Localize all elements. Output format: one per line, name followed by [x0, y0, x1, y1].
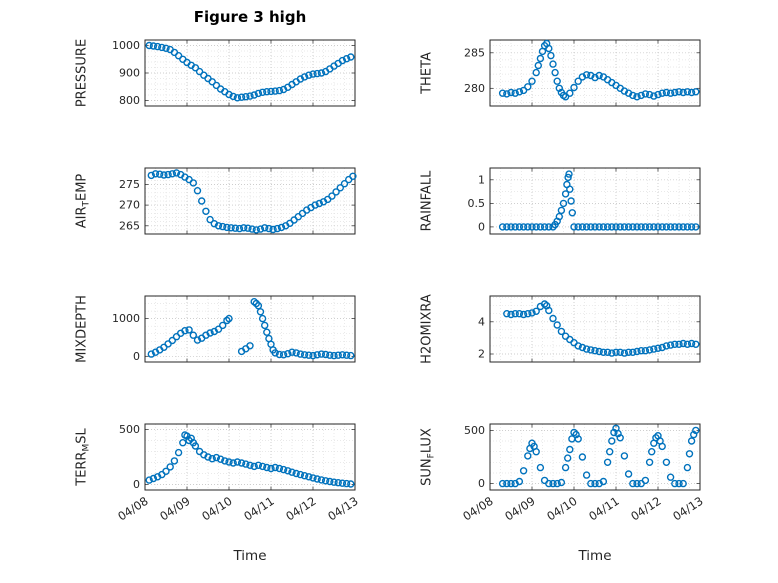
svg-text:285: 285 — [464, 46, 485, 59]
svg-text:04/08: 04/08 — [460, 494, 495, 524]
ylabel-terrmsl: TERRMSL — [74, 428, 92, 486]
svg-text:0: 0 — [478, 220, 485, 233]
svg-text:265: 265 — [119, 219, 140, 232]
svg-text:1000: 1000 — [112, 312, 140, 325]
svg-text:04/13: 04/13 — [325, 494, 360, 524]
pressure-plot: 800 900 1000 — [112, 39, 356, 107]
svg-text:04/08: 04/08 — [115, 494, 150, 524]
svg-text:500: 500 — [119, 423, 140, 436]
svg-text:04/12: 04/12 — [628, 494, 663, 524]
subplot-rainfall: RAINFALL 0 0.5 1 — [420, 167, 701, 235]
svg-text:04/10: 04/10 — [544, 494, 579, 524]
subplot-terrmsl: TERRMSL 0 500 04/08 04/09 04/10 04/11 04/12 04/… — [75, 423, 361, 524]
rainfall-plot: 00.51 — [468, 167, 701, 235]
xlabel-time-right: Time — [578, 548, 612, 564]
svg-text:0: 0 — [133, 350, 140, 363]
sunflux-plot: 0 500 04/08 04/09 04/10 04/11 04/12 04/13 — [460, 423, 706, 524]
ylabel-h2omixra: H2OMIXRA — [419, 294, 435, 364]
svg-text:04/09: 04/09 — [157, 494, 192, 524]
ylabel-pressure: PRESSURE — [74, 38, 90, 108]
figure-title: Figure 3 high — [193, 8, 307, 26]
svg-text:04/12: 04/12 — [283, 494, 318, 524]
svg-text:1000: 1000 — [112, 39, 140, 52]
terrmsl-plot: 0 500 04/08 04/09 04/10 04/11 04/12 04/13 — [115, 423, 360, 524]
svg-text:0: 0 — [133, 478, 140, 491]
svg-text:900: 900 — [119, 67, 140, 80]
svg-text:270: 270 — [119, 199, 140, 212]
svg-text:2: 2 — [478, 348, 485, 361]
svg-text:800: 800 — [119, 94, 140, 107]
ylabel-mixdepth: MIXDEPTH — [74, 295, 90, 363]
svg-text:4: 4 — [478, 315, 485, 328]
subplot-pressure: PRESSURE 800 900 1000 — [75, 39, 356, 107]
ylabel-rainfall: RAINFALL — [419, 170, 435, 232]
svg-text:04/11: 04/11 — [586, 494, 621, 524]
ylabel-sunflux: SUNFLUX — [419, 428, 437, 486]
svg-text:0: 0 — [478, 477, 485, 490]
subplot-sunflux: SUNFLUX 0 500 04/08 04/09 04/10 04/11 04/12 04/… — [420, 423, 706, 524]
svg-text:0.5: 0.5 — [468, 197, 486, 210]
svg-text:04/09: 04/09 — [502, 494, 537, 524]
theta-plot: 280 285 — [464, 39, 701, 107]
subplot-theta: THETA 280 285 — [420, 39, 701, 107]
svg-text:04/11: 04/11 — [241, 494, 276, 524]
svg-text:1: 1 — [478, 173, 485, 186]
svg-text:280: 280 — [464, 82, 485, 95]
ylabel-airtemp: AIRTEMP — [74, 173, 92, 229]
airtemp-plot: 265 270 275 — [119, 167, 357, 235]
h2omixra-plot: 24 — [478, 295, 701, 363]
svg-text:04/10: 04/10 — [199, 494, 234, 524]
svg-text:04/13: 04/13 — [670, 494, 705, 524]
svg-text:275: 275 — [119, 178, 140, 191]
ylabel-theta: THETA — [419, 52, 435, 94]
subplot-mixdepth: MIXDEPTH 0 1000 — [75, 295, 356, 363]
mixdepth-plot: 0 1000 — [112, 295, 356, 363]
svg-text:500: 500 — [464, 424, 485, 437]
xlabel-time-left: Time — [233, 548, 267, 564]
subplot-airtemp: AIRTEMP 265 270 275 — [75, 167, 357, 235]
